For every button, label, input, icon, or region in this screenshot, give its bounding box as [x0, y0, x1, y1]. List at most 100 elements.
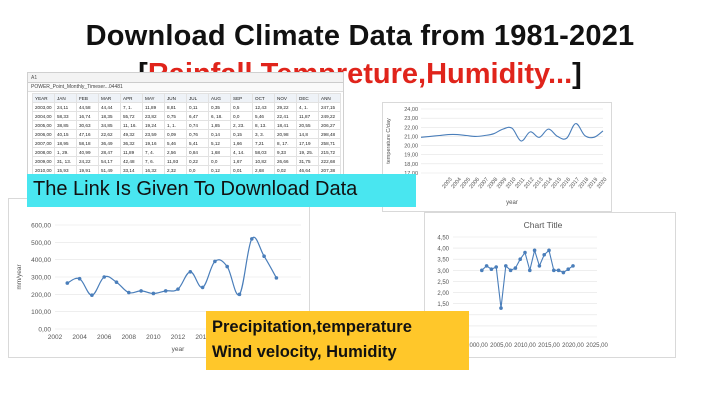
- table-cell[interactable]: 2007,00: [32, 138, 55, 148]
- table-cell[interactable]: 24,11: [54, 102, 77, 112]
- table-cell[interactable]: 4, 14.: [230, 147, 253, 157]
- table-cell[interactable]: 10,82: [252, 156, 275, 166]
- table-cell[interactable]: 258,71: [318, 138, 341, 148]
- table-cell[interactable]: 17,19: [296, 138, 319, 148]
- column-header[interactable]: JUN: [164, 93, 187, 103]
- table-cell[interactable]: 2, 23.: [230, 120, 253, 130]
- column-header[interactable]: APR: [120, 93, 143, 103]
- table-cell[interactable]: 34,85: [98, 120, 121, 130]
- table-cell[interactable]: 19, 25.: [296, 147, 319, 157]
- table-cell[interactable]: 18,41: [274, 120, 297, 130]
- table-cell[interactable]: 0,0: [230, 111, 253, 121]
- table-cell[interactable]: 54,17: [98, 156, 121, 166]
- table-cell[interactable]: 1,85: [208, 120, 231, 130]
- table-cell[interactable]: 215,72: [318, 147, 341, 157]
- table-cell[interactable]: 2008,00: [32, 147, 55, 157]
- table-cell[interactable]: 2009,00: [32, 156, 55, 166]
- table-cell[interactable]: 2005,00: [32, 120, 55, 130]
- table-cell[interactable]: 1,66: [230, 138, 253, 148]
- column-header[interactable]: ANN: [318, 93, 341, 103]
- column-header[interactable]: AUG: [208, 93, 231, 103]
- column-header[interactable]: OCT: [252, 93, 275, 103]
- table-cell[interactable]: 11,89: [142, 102, 165, 112]
- table-cell[interactable]: 5,41: [186, 138, 209, 148]
- table-cell[interactable]: 22,41: [274, 111, 297, 121]
- table-cell[interactable]: 23,82: [142, 111, 165, 121]
- table-cell[interactable]: 11, 16.: [120, 120, 143, 130]
- table-cell[interactable]: 26,66: [274, 156, 297, 166]
- table-cell[interactable]: 298,48: [318, 129, 341, 139]
- table-cell[interactable]: 1, 29.: [54, 147, 77, 157]
- table-cell[interactable]: 1,68: [208, 147, 231, 157]
- table-cell[interactable]: 11,93: [164, 156, 187, 166]
- table-cell[interactable]: 44,44: [98, 102, 121, 112]
- table-cell[interactable]: 0,35: [208, 102, 231, 112]
- column-header[interactable]: NOV: [274, 93, 297, 103]
- table-cell[interactable]: 28,47: [98, 147, 121, 157]
- table-cell[interactable]: 0,14: [208, 129, 231, 139]
- table-cell[interactable]: 206,27: [318, 120, 341, 130]
- column-header[interactable]: JUL: [186, 93, 209, 103]
- table-cell[interactable]: 58,18: [76, 138, 99, 148]
- table-cell[interactable]: 31, 13.: [54, 156, 77, 166]
- temperature-chart[interactable]: 24,0023,0022,0021,0020,0019,0018,0017,00…: [382, 102, 612, 212]
- table-cell[interactable]: 0,15: [230, 129, 253, 139]
- column-header[interactable]: JAN: [54, 93, 77, 103]
- table-cell[interactable]: 6, 18.: [208, 111, 231, 121]
- table-cell[interactable]: 7, 1.: [120, 102, 143, 112]
- table-cell[interactable]: 5,46: [164, 138, 187, 148]
- column-header[interactable]: SEP: [230, 93, 253, 103]
- table-cell[interactable]: 20,98: [274, 129, 297, 139]
- column-header[interactable]: MAR: [98, 93, 121, 103]
- table-cell[interactable]: 58,03: [252, 147, 275, 157]
- table-cell[interactable]: 1,67: [230, 156, 253, 166]
- column-header[interactable]: DEC: [296, 93, 319, 103]
- table-cell[interactable]: 247,15: [318, 102, 341, 112]
- column-header[interactable]: YEAR: [32, 93, 55, 103]
- table-cell[interactable]: 0,84: [186, 147, 209, 157]
- table-cell[interactable]: 249,22: [318, 111, 341, 121]
- table-cell[interactable]: 19,16: [142, 138, 165, 148]
- column-header[interactable]: MAY: [142, 93, 165, 103]
- table-cell[interactable]: 38,85: [54, 120, 77, 130]
- table-cell[interactable]: 44,58: [76, 102, 99, 112]
- table-cell[interactable]: 7,21: [252, 138, 275, 148]
- table-cell[interactable]: 8, 13.: [252, 120, 275, 130]
- table-cell[interactable]: 5,12: [208, 138, 231, 148]
- table-cell[interactable]: 36,32: [120, 138, 143, 148]
- table-cell[interactable]: 19,24: [142, 120, 165, 130]
- table-cell[interactable]: 0,5: [230, 102, 253, 112]
- table-cell[interactable]: 0,75: [164, 111, 187, 121]
- table-cell[interactable]: 3, 3.: [252, 129, 275, 139]
- table-cell[interactable]: 47,16: [76, 129, 99, 139]
- table-cell[interactable]: 2006,00: [32, 129, 55, 139]
- table-cell[interactable]: 6,47: [186, 111, 209, 121]
- table-cell[interactable]: 29,22: [274, 102, 297, 112]
- table-cell[interactable]: 222,68: [318, 156, 341, 166]
- table-cell[interactable]: 0,09: [164, 129, 187, 139]
- table-cell[interactable]: 49,32: [120, 129, 143, 139]
- formula-bar[interactable]: POWER_Point_Monthly_Timeser...04481: [28, 83, 343, 92]
- table-cell[interactable]: 0,76: [186, 129, 209, 139]
- table-cell[interactable]: 7, 6.: [142, 156, 165, 166]
- column-header[interactable]: FEB: [76, 93, 99, 103]
- table-cell[interactable]: 22,62: [98, 129, 121, 139]
- table-cell[interactable]: 0,0: [208, 156, 231, 166]
- table-cell[interactable]: 11,89: [120, 147, 143, 157]
- table-cell[interactable]: 0,74: [186, 120, 209, 130]
- table-cell[interactable]: 55,72: [120, 111, 143, 121]
- table-cell[interactable]: 8,81: [164, 102, 187, 112]
- table-cell[interactable]: 8, 17.: [274, 138, 297, 148]
- cell-reference-box[interactable]: A1: [28, 73, 343, 83]
- table-cell[interactable]: 4, 1.: [296, 102, 319, 112]
- table-cell[interactable]: 36,49: [98, 138, 121, 148]
- table-cell[interactable]: 58,33: [54, 111, 77, 121]
- table-cell[interactable]: 20,55: [296, 120, 319, 130]
- table-cell[interactable]: 1, 1.: [164, 120, 187, 130]
- table-cell[interactable]: 11,87: [296, 111, 319, 121]
- table-cell[interactable]: 12,43: [252, 102, 275, 112]
- table-cell[interactable]: 0,22: [186, 156, 209, 166]
- table-cell[interactable]: 40,15: [54, 129, 77, 139]
- table-cell[interactable]: 9,33: [274, 147, 297, 157]
- table-cell[interactable]: 5,46: [252, 111, 275, 121]
